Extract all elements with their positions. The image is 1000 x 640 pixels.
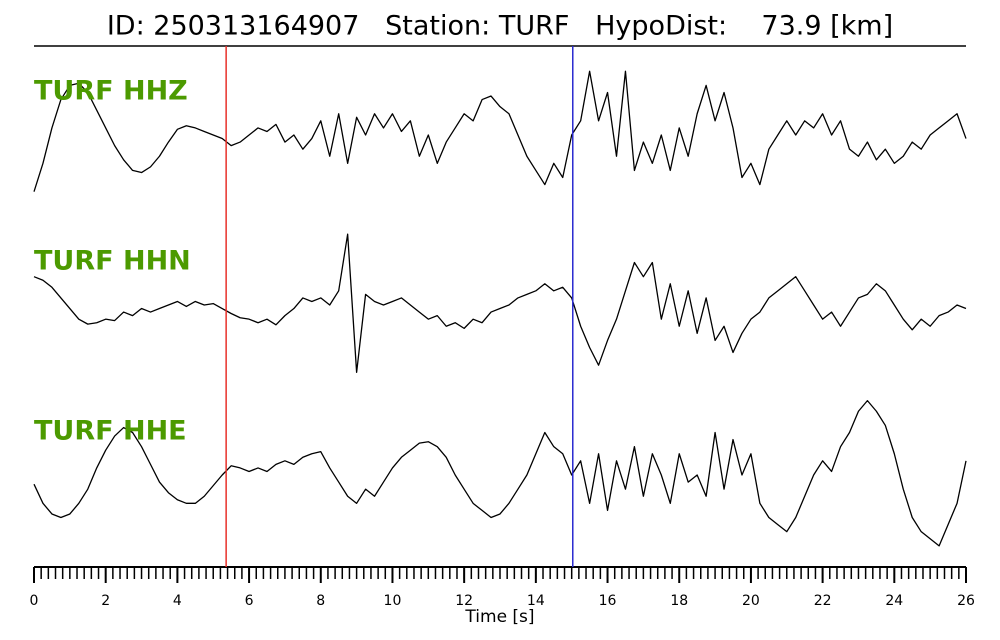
x-tick-label: 14 <box>527 593 545 609</box>
waveform <box>33 399 967 547</box>
x-tick-label: 16 <box>599 593 617 609</box>
x-tick-label: 12 <box>455 593 473 609</box>
x-tick-label: 6 <box>245 593 254 609</box>
x-tick-label: 0 <box>30 593 39 609</box>
x-tick-label: 8 <box>316 593 325 609</box>
trace-label: TURF HHE <box>34 416 187 447</box>
waveform <box>33 70 967 192</box>
waveform <box>33 233 967 373</box>
x-tick-label: 20 <box>742 593 760 609</box>
chart-title: ID: 250313164907 Station: TURF HypoDist:… <box>107 11 893 42</box>
x-tick-label: 24 <box>885 593 903 609</box>
x-tick-label: 2 <box>101 593 110 609</box>
x-tick-label: 4 <box>173 593 182 609</box>
x-tick-label: 18 <box>670 593 688 609</box>
x-axis-label: Time [s] <box>464 607 534 627</box>
trace-label: TURF HHZ <box>34 76 188 107</box>
trace-label: TURF HHN <box>34 246 191 277</box>
x-tick-label: 26 <box>957 593 975 609</box>
x-tick-label: 10 <box>384 593 402 609</box>
x-tick-label: 22 <box>814 593 832 609</box>
